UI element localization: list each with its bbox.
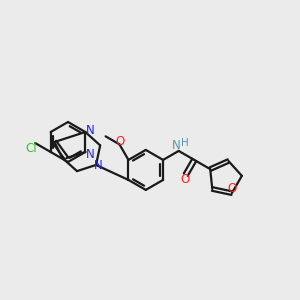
Text: H: H	[181, 138, 189, 148]
Text: N: N	[86, 148, 95, 160]
Text: N: N	[172, 140, 181, 152]
Text: O: O	[116, 135, 125, 148]
Text: O: O	[227, 182, 236, 195]
Text: N: N	[94, 159, 102, 172]
Text: O: O	[180, 173, 189, 186]
Text: N: N	[86, 124, 95, 136]
Text: Cl: Cl	[25, 142, 37, 154]
